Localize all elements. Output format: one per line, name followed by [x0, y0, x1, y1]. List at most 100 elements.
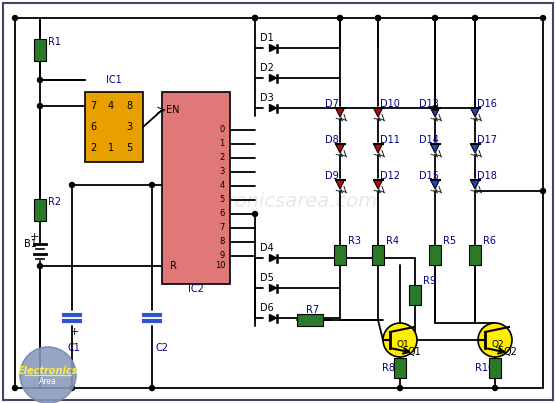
- Text: D11: D11: [380, 135, 400, 145]
- Circle shape: [252, 15, 257, 21]
- Text: R9: R9: [423, 276, 436, 286]
- Text: 5: 5: [220, 195, 225, 204]
- Polygon shape: [270, 75, 276, 81]
- FancyBboxPatch shape: [34, 199, 46, 221]
- Text: D14: D14: [419, 135, 439, 145]
- Polygon shape: [470, 180, 479, 189]
- Text: C1: C1: [67, 343, 80, 353]
- Circle shape: [433, 15, 438, 21]
- Circle shape: [473, 15, 478, 21]
- Polygon shape: [374, 144, 383, 153]
- Text: 1: 1: [108, 143, 114, 153]
- Text: D3: D3: [260, 93, 274, 103]
- Text: B1: B1: [24, 239, 37, 249]
- Circle shape: [70, 386, 75, 391]
- Circle shape: [337, 15, 342, 21]
- Text: 4: 4: [220, 181, 225, 191]
- Text: D5: D5: [260, 273, 274, 283]
- Text: 1: 1: [220, 139, 225, 148]
- Text: R2: R2: [48, 197, 61, 207]
- Text: D12: D12: [380, 171, 400, 181]
- Text: D1: D1: [260, 33, 274, 43]
- Polygon shape: [430, 144, 439, 153]
- Text: 8: 8: [219, 237, 225, 247]
- Text: D17: D17: [477, 135, 497, 145]
- Polygon shape: [430, 180, 439, 189]
- Text: R1: R1: [48, 37, 61, 47]
- Circle shape: [473, 15, 478, 21]
- Text: 2: 2: [90, 143, 96, 153]
- Text: R7: R7: [306, 305, 319, 315]
- FancyBboxPatch shape: [34, 39, 46, 61]
- Circle shape: [375, 15, 380, 21]
- FancyBboxPatch shape: [469, 245, 481, 265]
- Text: Q2: Q2: [492, 341, 504, 349]
- Polygon shape: [335, 144, 345, 153]
- Text: 4: 4: [108, 101, 114, 111]
- Circle shape: [433, 15, 438, 21]
- Circle shape: [150, 183, 155, 187]
- Text: EN: EN: [166, 105, 180, 115]
- Circle shape: [252, 15, 257, 21]
- Text: D13: D13: [419, 99, 439, 109]
- FancyBboxPatch shape: [3, 3, 553, 400]
- Text: D16: D16: [477, 99, 497, 109]
- Text: D2: D2: [260, 63, 274, 73]
- Text: D9: D9: [325, 171, 339, 181]
- FancyBboxPatch shape: [394, 358, 406, 378]
- Text: >: >: [156, 104, 166, 116]
- Text: Q1: Q1: [396, 341, 409, 349]
- Text: +: +: [30, 232, 39, 242]
- Text: Q2: Q2: [503, 347, 517, 357]
- Circle shape: [37, 264, 42, 268]
- Circle shape: [375, 15, 380, 21]
- Polygon shape: [374, 180, 383, 189]
- Text: R6: R6: [483, 236, 496, 246]
- Text: R8: R8: [382, 363, 395, 373]
- Polygon shape: [270, 104, 276, 112]
- Circle shape: [478, 323, 512, 357]
- Text: D15: D15: [419, 171, 439, 181]
- Polygon shape: [430, 108, 439, 117]
- Text: IC1: IC1: [106, 75, 122, 85]
- Polygon shape: [270, 44, 276, 52]
- Text: Q1: Q1: [408, 347, 422, 357]
- Polygon shape: [335, 180, 345, 189]
- Circle shape: [37, 77, 42, 83]
- Text: R5: R5: [443, 236, 456, 246]
- Text: R4: R4: [386, 236, 399, 246]
- FancyBboxPatch shape: [85, 92, 143, 162]
- Text: 9: 9: [220, 251, 225, 260]
- Text: Electronics: Electronics: [18, 366, 78, 376]
- Text: 0: 0: [220, 125, 225, 135]
- Circle shape: [150, 386, 155, 391]
- Circle shape: [398, 386, 403, 391]
- Polygon shape: [270, 314, 276, 322]
- Polygon shape: [270, 285, 276, 291]
- Text: electronicsarea.com: electronicsarea.com: [179, 192, 377, 211]
- Circle shape: [337, 15, 342, 21]
- Text: C2: C2: [155, 343, 168, 353]
- Text: 3: 3: [219, 168, 225, 177]
- Text: R10: R10: [475, 363, 494, 373]
- Text: 2: 2: [220, 154, 225, 162]
- Polygon shape: [470, 108, 479, 117]
- FancyBboxPatch shape: [409, 285, 421, 305]
- Circle shape: [540, 15, 545, 21]
- Text: 7: 7: [90, 101, 96, 111]
- Polygon shape: [374, 108, 383, 117]
- Text: 5: 5: [126, 143, 132, 153]
- Polygon shape: [270, 255, 276, 262]
- Text: 10: 10: [215, 262, 225, 270]
- Text: IC2: IC2: [188, 284, 204, 294]
- Text: D18: D18: [477, 171, 497, 181]
- Text: D4: D4: [260, 243, 274, 253]
- Text: 3: 3: [126, 122, 132, 132]
- Text: R: R: [170, 261, 177, 271]
- Text: +: +: [70, 327, 80, 337]
- Polygon shape: [470, 144, 479, 153]
- Circle shape: [540, 189, 545, 193]
- FancyBboxPatch shape: [162, 92, 230, 284]
- Text: D8: D8: [325, 135, 339, 145]
- Circle shape: [493, 386, 498, 391]
